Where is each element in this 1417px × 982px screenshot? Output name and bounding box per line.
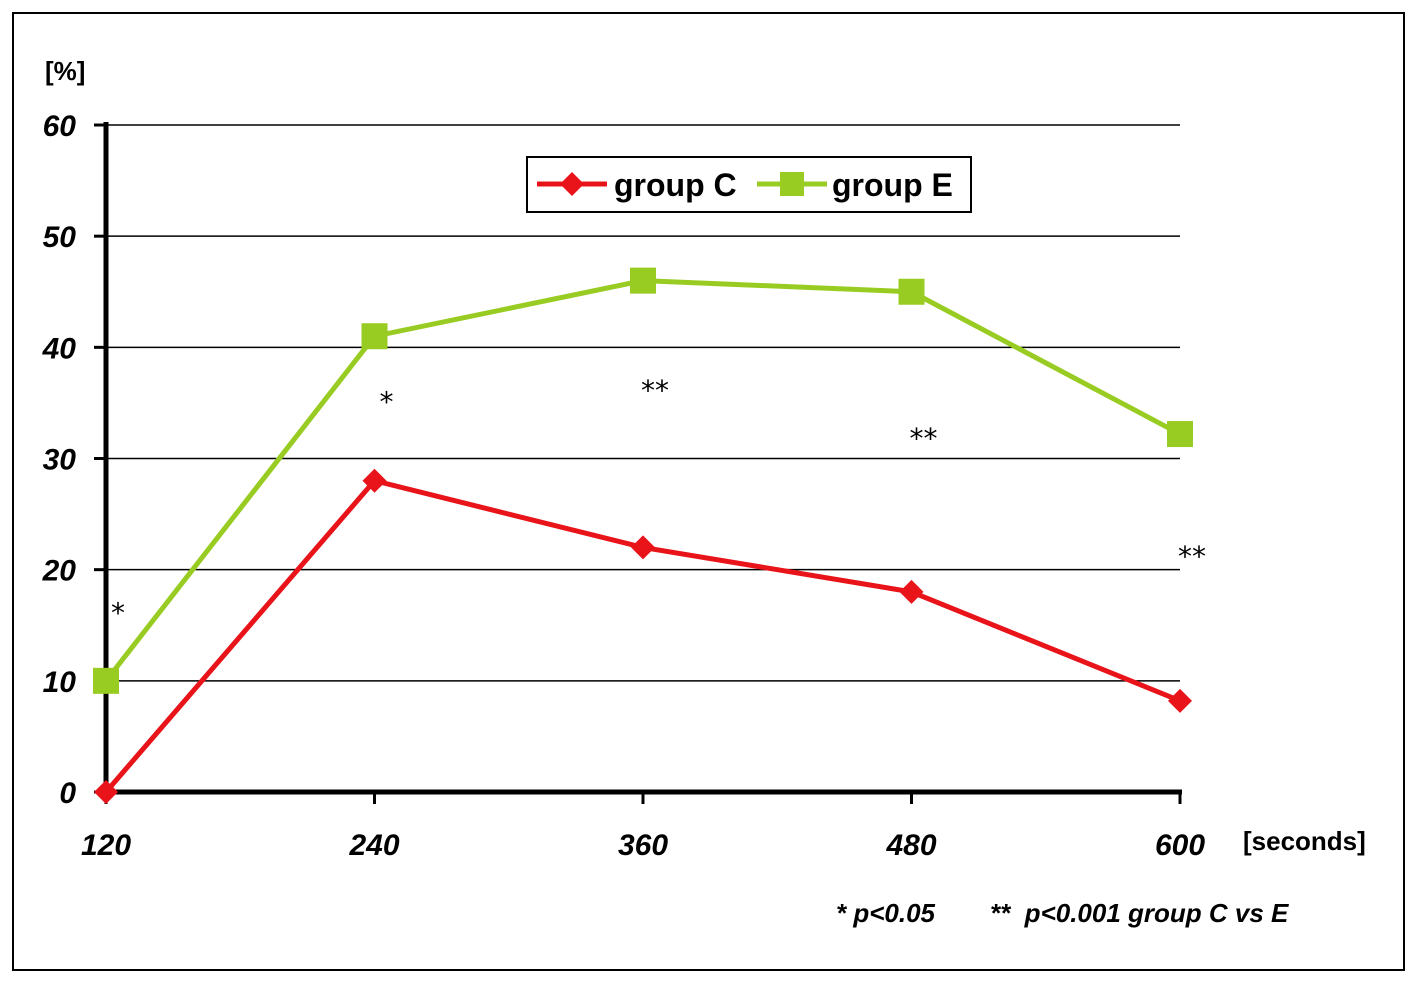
y-tick-label: 50 (43, 221, 77, 254)
y-tick-label: 30 (43, 444, 77, 477)
x-tick-label: 360 (618, 829, 668, 862)
data-point-group-c (94, 780, 118, 804)
x-axis-label: [seconds] (1243, 826, 1366, 856)
significance-marker: * (111, 597, 125, 630)
legend-marker-group-c (560, 172, 584, 196)
data-point-group-c (899, 579, 924, 604)
y-tick-label: 60 (43, 110, 77, 143)
significance-marker: ** (1178, 540, 1206, 573)
data-point-group-e (898, 278, 925, 305)
y-tick-label: 20 (42, 555, 77, 588)
significance-markers: ** ****** (111, 374, 1206, 629)
legend-label-group-e: group E (832, 167, 953, 203)
data-point-group-e (1167, 421, 1193, 448)
significance-marker: ** (910, 422, 938, 455)
x-tick-label: 120 (81, 829, 131, 862)
data-point-group-c (362, 468, 387, 493)
y-tick-label: 0 (59, 777, 76, 810)
data-point-group-e (93, 667, 119, 694)
data-point-group-e (630, 267, 656, 294)
significance-marker: ** (641, 374, 669, 407)
x-tick-label: 600 (1155, 829, 1205, 862)
y-axis-label: [%] (45, 56, 85, 86)
y-tick-label: 40 (42, 332, 77, 365)
series-group (93, 267, 1193, 804)
gridlines (106, 124, 1180, 682)
footnote-p005: * p<0.05 (836, 898, 936, 928)
legend-marker-group-e (780, 172, 804, 196)
y-tick-label: 10 (43, 666, 77, 699)
footnote-p0001: ** p<0.001 group C vs E (990, 898, 1289, 928)
legend: group C group E (526, 156, 972, 213)
data-point-group-e (361, 323, 388, 350)
x-tick-label: 480 (885, 829, 936, 862)
x-tick-label: 240 (348, 829, 399, 862)
significance-marker: * (380, 385, 394, 418)
data-point-group-c (1168, 688, 1192, 713)
data-point-group-c (631, 535, 655, 560)
y-tick-labels: 0 10 20 30 40 50 60 (42, 110, 77, 810)
legend-label-group-c: group C (614, 167, 737, 203)
x-tick-labels: 120 240 360 480 600 (81, 829, 1205, 862)
